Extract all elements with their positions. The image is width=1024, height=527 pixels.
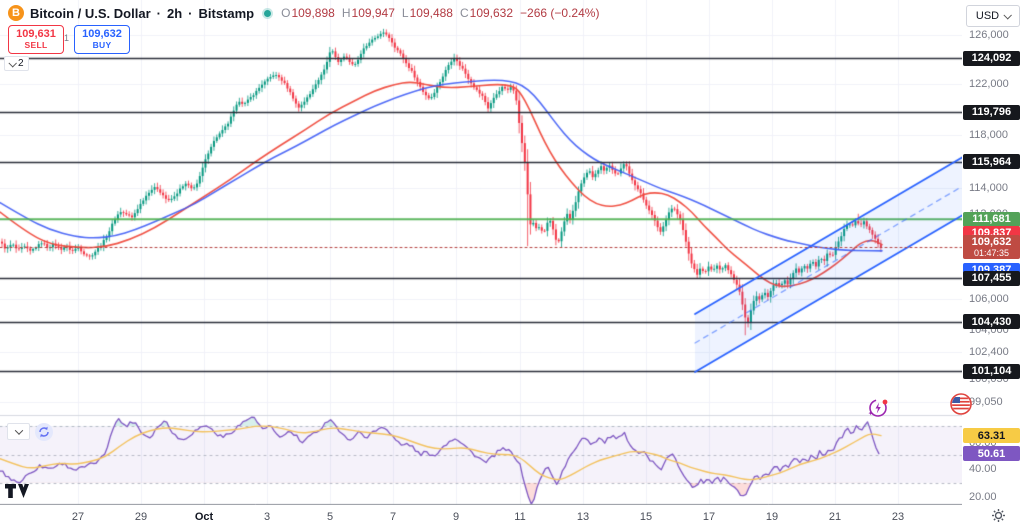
chevron-down-icon [1003,11,1013,20]
price-level-badge: 104,430 [963,314,1020,330]
change-value: −266 (−0.24%) [520,6,600,20]
bitcoin-icon: B [8,5,24,21]
gear-icon[interactable] [991,508,1006,523]
indicators-collapse-button[interactable]: 2 [4,56,29,71]
exchange-label[interactable]: Bitstamp [198,5,255,21]
price-tick: 118,000 [969,129,1008,142]
sell-label: SELL [24,39,48,50]
price-axis[interactable]: USD 126,000 122,000 118,000 114,000 106,000 1… [962,0,1024,505]
sell-button[interactable]: 109,631 SELL [8,25,64,54]
rsi-tick: 40.00 [969,462,997,475]
low-label: L [401,6,409,20]
time-tick: 13 [576,511,590,523]
price-tick: 122,000 [969,78,1009,91]
sell-price: 109,631 [16,28,56,41]
price-tick: 106,000 [969,292,1009,305]
price-level-badge: 124,092 [963,50,1020,66]
rsi-value-badge: 50.61 [963,446,1020,462]
price-level-badge: 107,455 [963,270,1020,286]
time-tick: 3 [263,511,271,523]
symbol-title[interactable]: Bitcoin / U.S. Dollar [30,5,151,21]
time-tick: 21 [828,511,842,523]
price-level-badge: 119,796 [963,104,1020,120]
market-open-dot[interactable] [264,9,272,17]
time-tick: 5 [326,511,334,523]
buy-label: BUY [92,39,112,50]
time-tick: 15 [639,511,653,523]
separator: · [156,5,161,21]
time-tick: 11 [514,511,526,523]
price-level-badge: 101,104 [963,363,1020,379]
current-price-badge: 109,632 01:47:35 [963,235,1020,260]
close-value: 109,632 [469,6,514,20]
price-level-badge: 111,681 [963,211,1020,227]
time-tick: 9 [452,511,460,523]
ohlc-values: O109,898 H109,947 L109,488 C109,632 −266… [281,6,599,20]
high-value: 109,947 [351,6,395,20]
separator: · [188,5,193,21]
indicators-count: 2 [18,58,24,69]
low-value: 109,488 [409,6,453,20]
rsi-tick: 20.00 [969,491,997,504]
buy-price: 109,632 [82,28,122,41]
interval-button[interactable]: 2h [166,5,183,21]
currency-label: USD [975,10,1000,22]
time-tick: 23 [891,511,905,523]
chevron-down-icon [8,58,17,68]
time-tick: Oct [194,511,214,523]
high-label: H [341,6,351,20]
time-tick: 29 [134,511,148,523]
time-axis[interactable]: 27 29 Oct 3 5 7 9 11 13 15 17 19 21 23 [0,505,1024,527]
rsi-pane-collapse-button[interactable] [7,423,30,440]
chevron-down-icon [14,425,23,435]
price-tick: 102,400 [969,345,1009,358]
currency-dropdown[interactable]: USD [966,5,1020,27]
open-label: O [281,6,291,20]
rsi-refresh-icon[interactable] [35,423,53,441]
lightning-refresh-icon[interactable] [866,396,890,420]
time-tick: 7 [389,511,397,523]
price-level-badge: 115,964 [963,154,1020,170]
time-tick: 19 [765,511,779,523]
candle-countdown: 01:47:35 [973,247,1010,258]
buy-button[interactable]: 109,632 BUY [74,25,130,54]
rsi-value-badge: 63.31 [963,428,1020,444]
price-tick: 114,000 [969,181,1008,194]
open-value: 109,898 [291,6,335,20]
symbol-header: B Bitcoin / U.S. Dollar · 2h · Bitstamp … [8,4,599,22]
price-tick: 99,050 [969,396,1003,409]
time-tick: 27 [71,511,85,523]
us-flag-icon[interactable] [950,393,972,415]
time-tick: 17 [702,511,716,523]
tradingview-logo[interactable] [5,483,35,500]
current-price-value: 109,632 [971,235,1012,248]
spread-value: 1 [64,33,70,43]
price-tick: 126,000 [969,29,1009,41]
close-label: C [459,6,469,20]
